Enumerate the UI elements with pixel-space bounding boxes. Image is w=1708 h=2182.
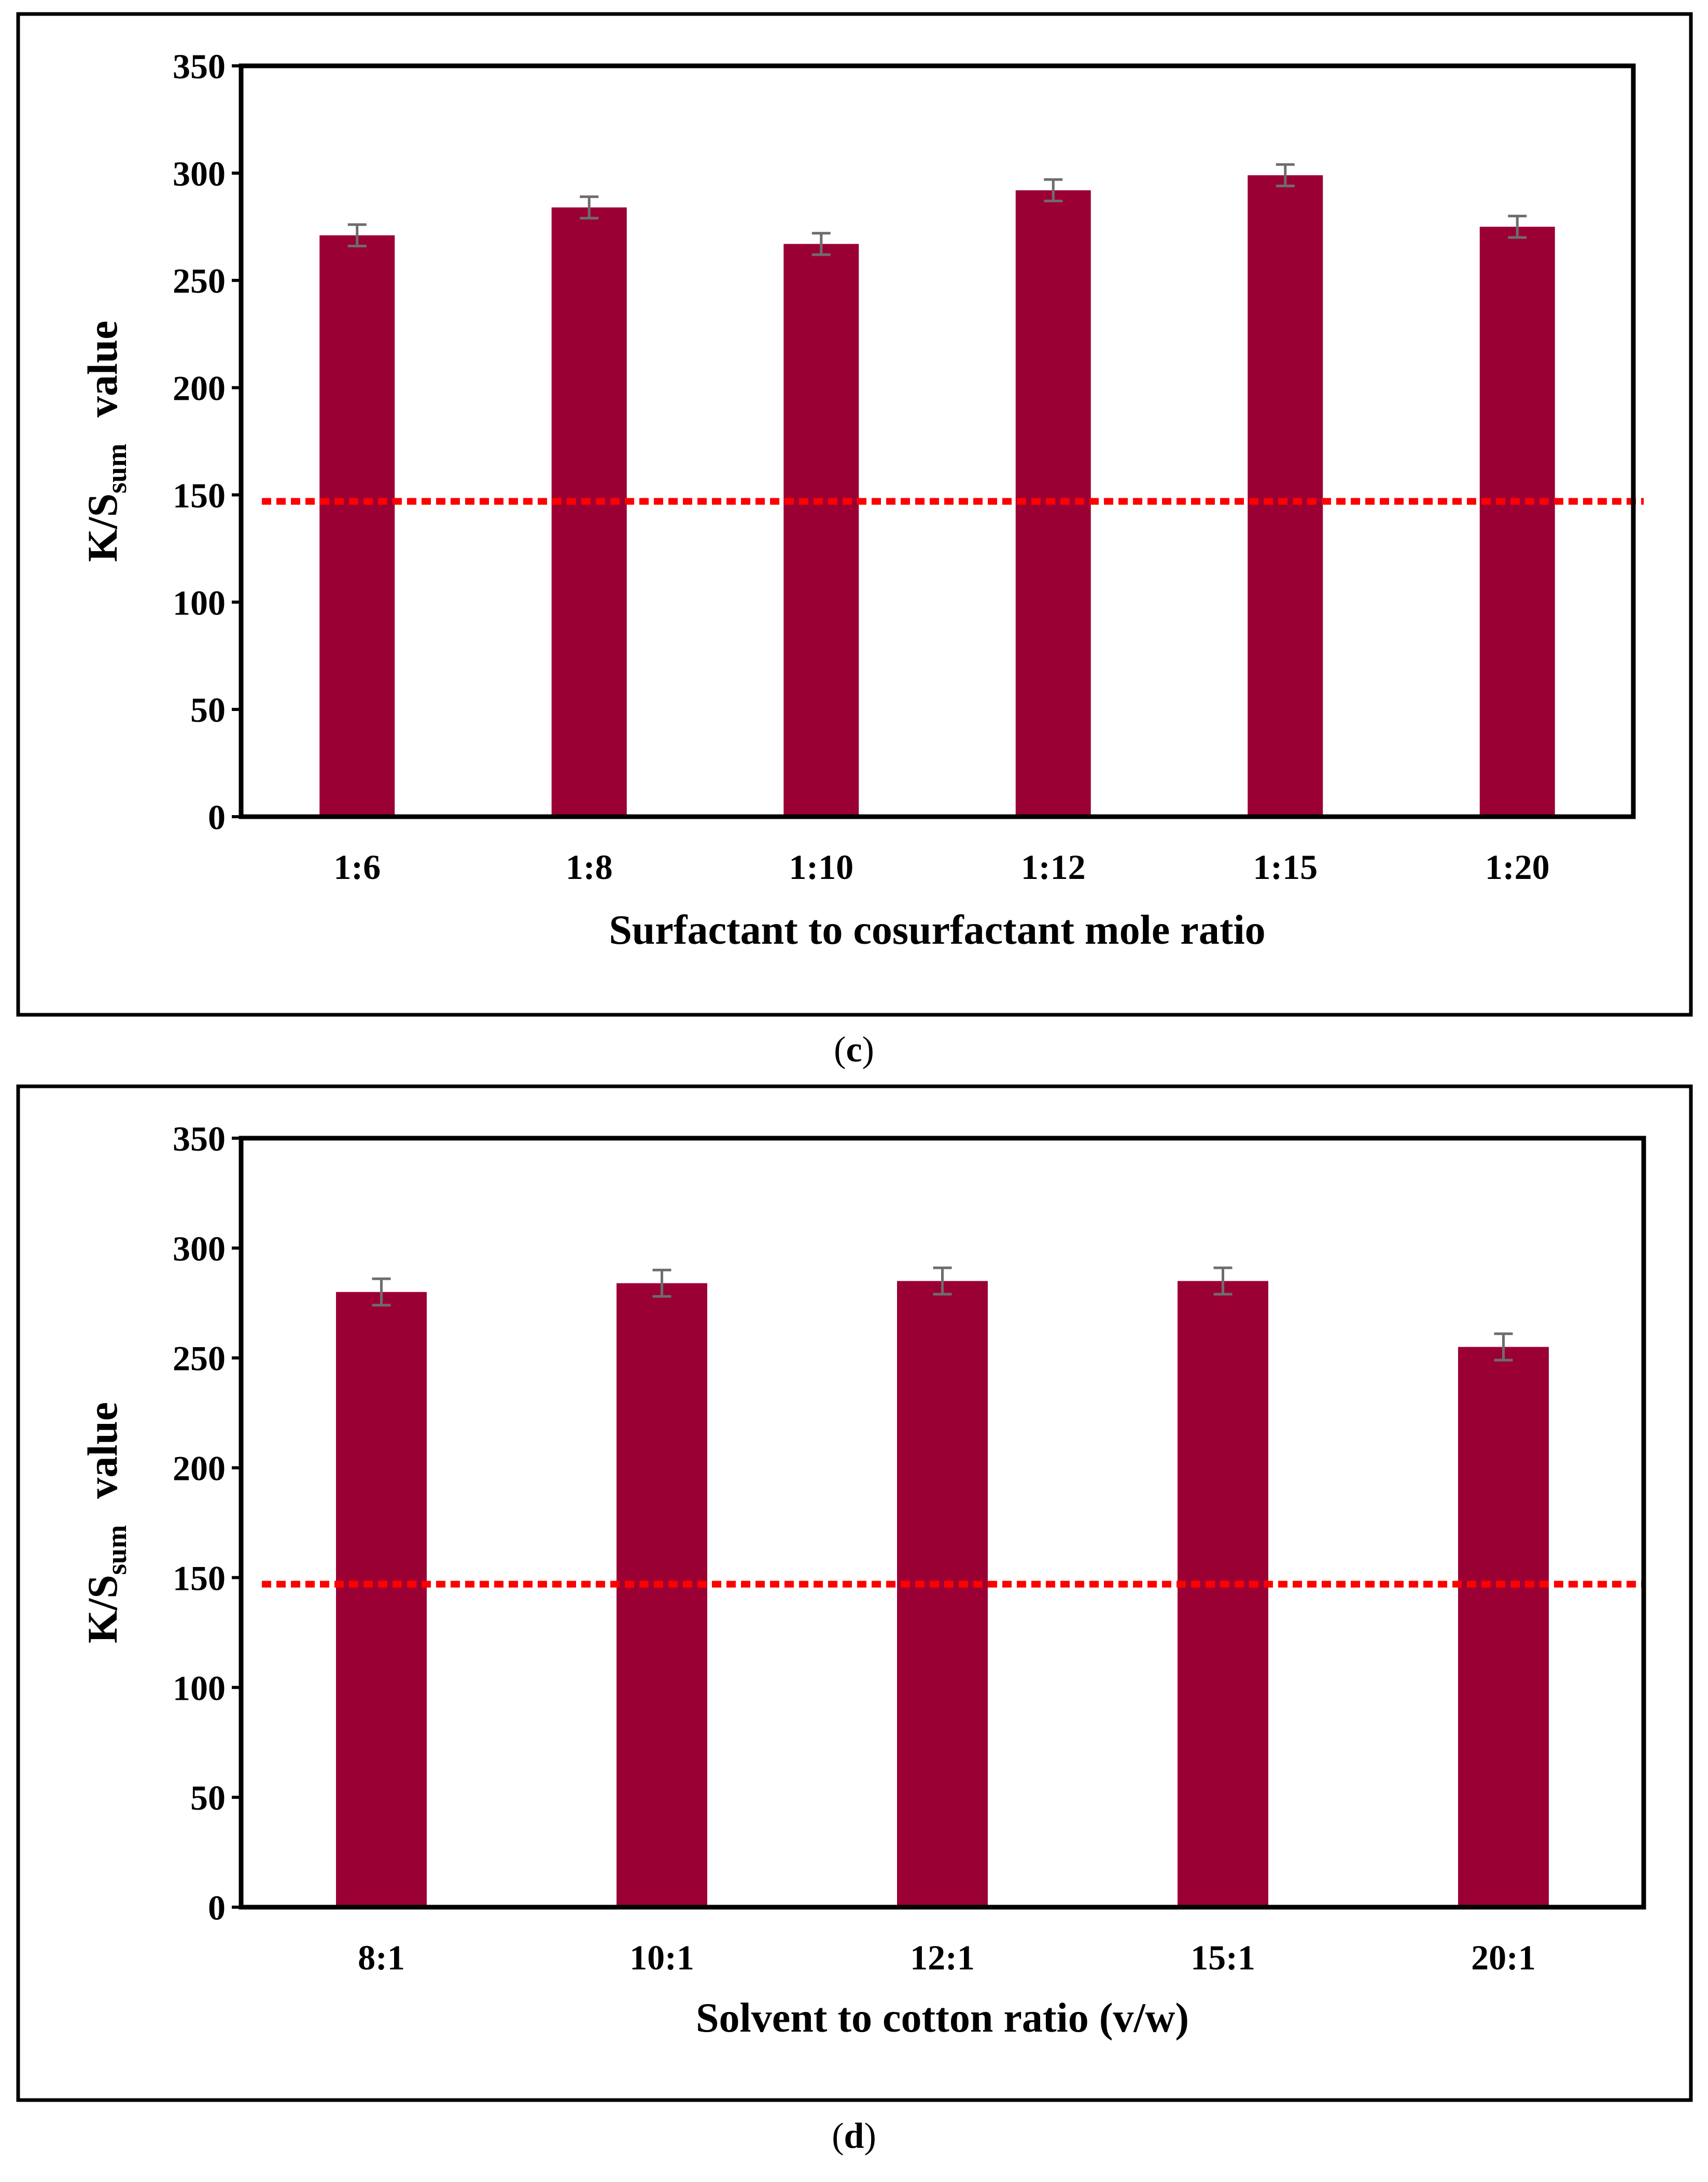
bar — [617, 1283, 707, 1907]
y-tick-label: 350 — [173, 1119, 226, 1158]
chart-panel-d: 8:1 10:1 12:1 15:1 20:1 0 50 100 150 200 250 300 350… — [0, 1079, 1708, 2182]
y-tick-label: 200 — [173, 369, 226, 408]
plot-area-border — [239, 1136, 1646, 1910]
bar — [1178, 1281, 1268, 1907]
caption-c: (c) — [834, 1030, 874, 1070]
plot-area-border — [239, 63, 1636, 819]
y-tick-label: 350 — [173, 47, 226, 86]
y-axis-label-main: K/S — [79, 494, 126, 562]
y-tick-label: 300 — [173, 1229, 226, 1268]
bar — [1458, 1347, 1549, 1907]
y-axis-label-main: K/S — [79, 1575, 126, 1643]
y-tick-label: 300 — [173, 154, 226, 193]
x-tick-label: 1:15 — [1253, 847, 1318, 887]
y-tick-label: 50 — [190, 690, 226, 730]
y-axis-label: K/Ssum value — [79, 320, 132, 562]
y-tick-label: 150 — [173, 1558, 226, 1598]
y-axis-label-tail: value — [79, 320, 126, 428]
x-axis-label: Surfactant to cosurfactant mole ratio — [609, 907, 1265, 953]
outer-frame — [16, 1084, 1693, 2102]
y-axis-label-subscript: sum — [101, 444, 132, 494]
y-tick-label: 100 — [173, 1668, 226, 1708]
y-tick-label: 150 — [173, 475, 226, 515]
y-axis-label-tail: value — [79, 1402, 126, 1509]
y-tick-label: 250 — [173, 261, 226, 301]
y-tick-label: 200 — [173, 1449, 226, 1488]
bar — [319, 235, 395, 817]
y-axis-label: K/Ssum value — [79, 1402, 132, 1644]
x-tick-label: 1:20 — [1485, 847, 1550, 887]
chart-d: 8:1 10:1 12:1 15:1 20:1 0 50 100 150 200 250 300 350… — [16, 1084, 1693, 2102]
caption-letter: c — [846, 1030, 862, 1070]
chart-c: 1:6 1:8 1:10 1:12 1:15 1:20 0 50 100 150 200 250 300… — [16, 12, 1693, 1017]
y-tick-label: 250 — [173, 1339, 226, 1378]
y-tick-label: 100 — [173, 583, 226, 622]
x-tick-label: 1:10 — [789, 847, 853, 887]
outer-frame — [16, 12, 1693, 1017]
bar — [1248, 175, 1323, 817]
y-tick-label: 50 — [190, 1778, 226, 1817]
x-tick-label: 20:1 — [1471, 1938, 1536, 1977]
x-tick-label: 12:1 — [910, 1938, 975, 1977]
bar — [1479, 227, 1555, 817]
caption-letter: d — [844, 2116, 864, 2156]
y-tick-label: 0 — [208, 1888, 226, 1927]
bar — [551, 207, 627, 817]
x-tick-label: 10:1 — [629, 1938, 694, 1977]
x-tick-label: 1:8 — [566, 847, 613, 887]
bar — [897, 1281, 988, 1907]
x-tick-label: 8:1 — [358, 1938, 405, 1977]
x-tick-label: 1:6 — [333, 847, 381, 887]
x-tick-label: 15:1 — [1191, 1938, 1255, 1977]
x-tick-label: 1:12 — [1021, 847, 1086, 887]
y-tick-label: 0 — [208, 798, 226, 837]
bar — [336, 1292, 427, 1907]
y-axis-label-subscript: sum — [101, 1525, 132, 1575]
x-axis-label: Solvent to cotton ratio (v/w) — [696, 1995, 1189, 2041]
chart-panel-c: 1:6 1:8 1:10 1:12 1:15 1:20 0 50 100 150 200 250 300… — [16, 12, 1693, 1070]
caption-d: (d) — [832, 2116, 876, 2156]
bar — [783, 244, 859, 817]
